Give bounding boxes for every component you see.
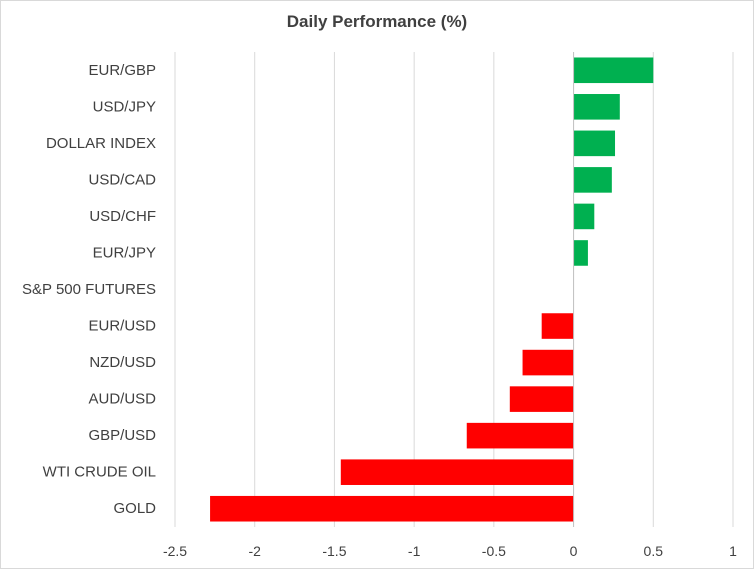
x-tick-label: 0.5	[644, 543, 664, 559]
x-tick-labels: -2.5 -2 -1.5 -1 -0.5 0 0.5 1	[163, 543, 737, 559]
bar	[509, 386, 574, 412]
x-tick-label: -2.5	[163, 543, 187, 559]
category-label: S&P 500 FUTURES	[22, 281, 156, 298]
bar	[340, 459, 574, 485]
x-tick-label: 1	[729, 543, 737, 559]
bar	[573, 57, 654, 84]
category-label: EUR/USD	[88, 318, 156, 335]
bar	[573, 240, 588, 266]
category-label: EUR/JPY	[93, 244, 156, 261]
bar	[573, 203, 595, 230]
bar	[522, 349, 574, 376]
grid-lines	[174, 52, 734, 527]
category-label: EUR/GBP	[88, 62, 156, 79]
x-tick-label: -0.5	[482, 543, 506, 559]
category-label: USD/CHF	[89, 208, 156, 225]
chart-title: Daily Performance (%)	[286, 12, 468, 31]
bar	[573, 167, 612, 193]
bar	[541, 313, 574, 339]
x-tick-label: -2	[248, 543, 261, 559]
bars	[210, 57, 654, 522]
category-label: GBP/USD	[88, 427, 156, 444]
bar	[210, 495, 574, 522]
category-label: USD/CAD	[88, 171, 156, 188]
bar	[573, 130, 616, 157]
x-tick-label: 0	[570, 543, 578, 559]
x-tick-label: -1	[408, 543, 421, 559]
category-label: AUD/USD	[88, 391, 156, 408]
category-label: USD/JPY	[93, 98, 156, 115]
category-label: DOLLAR INDEX	[46, 135, 156, 152]
category-label: GOLD	[113, 500, 156, 517]
category-label: WTI CRUDE OIL	[43, 464, 156, 481]
bar	[573, 94, 620, 120]
category-label: NZD/USD	[89, 354, 156, 371]
x-tick-label: -1.5	[322, 543, 346, 559]
bar	[466, 422, 574, 449]
category-labels: EUR/GBP USD/JPY DOLLAR INDEX USD/CAD USD/CHF…	[22, 62, 156, 517]
